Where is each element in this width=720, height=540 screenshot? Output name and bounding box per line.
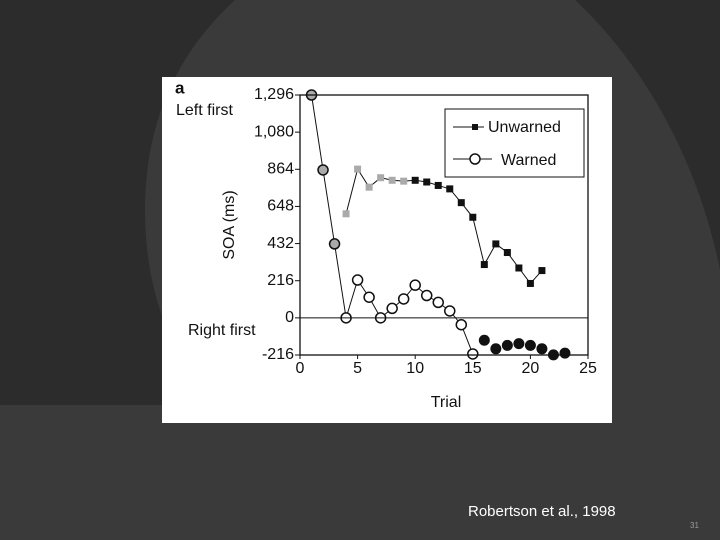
legend: Unwarned Warned [444,108,585,178]
x-axis-label: Trial [431,394,462,411]
data-point-warned [351,274,364,286]
y-tick-label: 216 [267,272,294,289]
legend-square-icon [472,124,478,130]
figure-panel: a Left first Right first SOA (ms) Trial … [162,77,612,423]
y-tick-label: 0 [285,309,294,326]
x-tick-label: 15 [464,360,482,377]
x-tick-label: 5 [353,360,362,377]
legend-box [444,108,585,178]
y-tick-label: 1,080 [254,123,294,140]
data-point-unwarned [515,264,523,272]
data-point-unwarned [342,210,350,218]
y-tick-label: 648 [267,198,294,215]
x-tick-label: 0 [296,360,305,377]
data-point-warned [317,164,329,176]
data-point-unwarned [457,199,465,207]
plot-frame [299,94,589,356]
data-point-right-first [536,343,548,355]
data-point-unwarned [400,177,408,185]
data-point-right-first [490,343,502,355]
data-point-unwarned [411,176,419,184]
x-tick-label: 10 [406,360,424,377]
series-line [345,167,543,285]
data-point-right-first [513,338,525,350]
data-point-right-first [478,334,490,346]
data-point-warned [467,348,479,360]
data-point-unwarned [388,176,396,184]
legend-label-unwarned: Unwarned [488,119,561,136]
data-point-warned [386,302,398,315]
data-point-unwarned [503,249,511,257]
y-axis-label: SOA (ms) [221,190,238,259]
slide-number: 31 [690,521,699,530]
series-group [305,89,571,361]
decorative-arc-top-left [0,0,235,405]
data-point-unwarned [365,183,373,191]
annotation-left-first: Left first [176,102,233,119]
x-tick-label: 25 [579,360,597,377]
y-tick-label: -216 [262,346,294,363]
data-point-warned [409,279,421,291]
data-point-unwarned [492,240,500,248]
data-point-right-first [559,347,571,359]
legend-circle-icon [469,153,481,165]
x-tick-label: 20 [522,360,540,377]
data-point-unwarned [377,174,385,182]
data-point-unwarned [423,178,431,186]
decorative-arc-top-right [575,0,720,270]
data-point-unwarned [434,181,442,189]
data-point-right-first [524,339,536,351]
data-point-unwarned [526,279,534,287]
data-point-unwarned [538,267,546,275]
data-point-unwarned [480,261,488,269]
soa-chart: a Left first Right first SOA (ms) Trial … [175,78,597,411]
data-point-warned [432,296,444,309]
y-tick-label: 432 [267,235,294,252]
annotation-right-first: Right first [188,322,256,339]
data-point-warned [328,238,341,250]
citation-text: Robertson et al., 1998 [468,503,616,520]
y-tick-label: 1,296 [254,86,294,103]
data-point-warned [363,291,375,303]
y-tick-label: 864 [267,161,294,178]
data-point-warned [455,318,468,331]
data-point-unwarned [446,185,454,193]
data-point-warned [420,289,433,302]
legend-label-warned: Warned [501,152,556,169]
data-point-right-first [501,339,513,351]
data-point-warned [397,293,410,305]
data-point-unwarned [469,213,477,221]
data-point-warned [444,305,456,317]
panel-label: a [175,78,185,97]
data-point-unwarned [354,165,362,173]
